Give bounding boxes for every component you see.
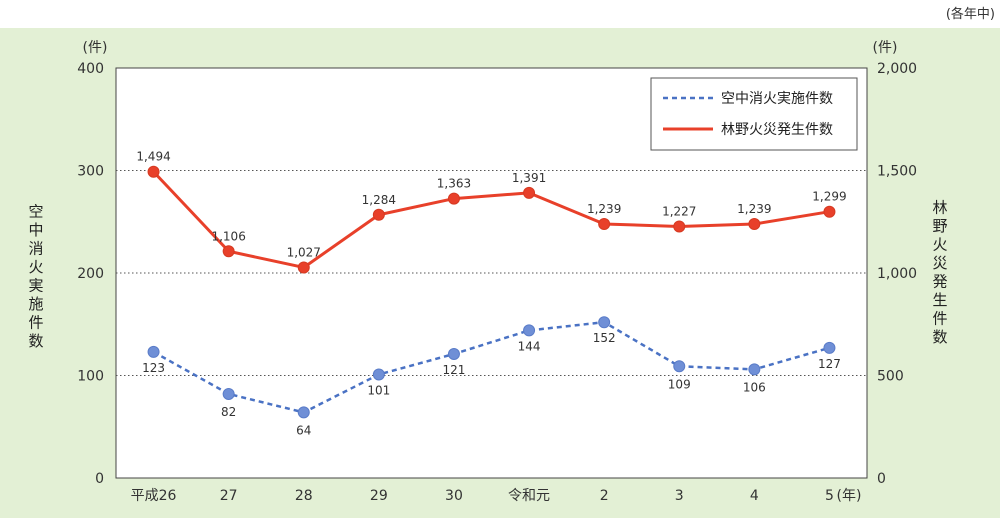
right-tick-label: 500 (877, 369, 904, 385)
x-axis: (年) 平成26 27 28 29 30 令和元 2 3 4 5 (131, 488, 862, 504)
data-label-forest: 1,239 (587, 202, 621, 216)
right-tick-label: 1,000 (877, 266, 917, 282)
axis-title-char: 数 (932, 328, 947, 346)
point-aerial (823, 341, 836, 354)
point-forest (598, 218, 611, 231)
data-label-aerial: 82 (221, 405, 236, 419)
x-axis-unit: (年) (837, 488, 862, 504)
right-tick-label: 0 (877, 471, 886, 487)
axis-title-char: 火 (28, 258, 43, 276)
point-forest (523, 186, 536, 199)
left-y-axis: (件) 0 100 200 300 400 (77, 40, 107, 487)
point-aerial (372, 368, 385, 381)
x-tick-label: 令和元 (508, 488, 550, 504)
data-label-aerial: 101 (367, 383, 390, 397)
axis-title-char: 件 (932, 309, 947, 327)
point-aerial (222, 387, 235, 400)
x-tick-label: 3 (675, 488, 684, 504)
series-line-forest (152, 170, 830, 269)
legend: 空中消火実施件数 林野火災発生件数 (650, 77, 858, 151)
point-aerial (748, 363, 761, 376)
right-axis-title: 林野火災発生件数 (932, 198, 947, 346)
data-label-aerial: 123 (142, 361, 165, 375)
series-layer: 123 82 64 101 121 144 152 109 106 127 1,494 1,106 1,… (136, 150, 846, 438)
axis-title-char: 火 (932, 235, 947, 253)
left-tick-label: 400 (77, 61, 104, 77)
point-forest (748, 218, 761, 231)
axis-title-char: 実 (28, 276, 43, 294)
axis-title-char: 災 (932, 254, 947, 272)
axis-title-char: 林 (932, 198, 947, 216)
data-label-aerial: 64 (296, 423, 311, 437)
data-label-forest: 1,239 (737, 202, 771, 216)
axis-title-char: 発 (932, 272, 947, 290)
left-tick-label: 0 (95, 471, 104, 487)
data-label-aerial: 127 (818, 357, 841, 371)
x-tick-label: 4 (750, 488, 759, 504)
data-label-forest: 1,027 (287, 245, 321, 259)
point-aerial (147, 345, 160, 358)
x-tick-label: 平成26 (131, 488, 177, 504)
gridlines (116, 170, 867, 376)
legend-label-aerial: 空中消火実施件数 (721, 91, 833, 107)
point-forest (297, 261, 310, 274)
point-aerial (447, 347, 460, 360)
right-tick-label: 1,500 (877, 164, 917, 180)
axis-title-char: 施 (28, 295, 43, 313)
x-tick-label: 29 (370, 488, 388, 504)
data-label-aerial: 109 (668, 377, 691, 391)
point-forest (147, 165, 160, 178)
left-tick-label: 300 (77, 164, 104, 180)
data-label-forest: 1,299 (812, 190, 846, 204)
point-forest (222, 245, 235, 258)
data-label-aerial: 144 (518, 339, 541, 353)
right-axis-unit: (件) (873, 40, 898, 56)
axis-title-char: 件 (28, 313, 43, 331)
data-label-forest: 1,494 (136, 150, 170, 164)
data-label-forest: 1,391 (512, 171, 546, 185)
point-aerial (598, 316, 611, 329)
right-y-axis: (件) 0 500 1,000 1,500 2,000 (873, 40, 918, 487)
left-axis-unit: (件) (83, 40, 108, 56)
x-tick-label: 2 (600, 488, 609, 504)
data-label-aerial: 106 (743, 380, 766, 394)
data-label-forest: 1,106 (211, 229, 245, 243)
x-tick-label: 5 (825, 488, 834, 504)
axis-title-char: 生 (932, 291, 947, 309)
data-label-forest: 1,363 (437, 177, 471, 191)
point-aerial (673, 360, 686, 373)
right-tick-label: 2,000 (877, 61, 917, 77)
point-forest (447, 192, 460, 205)
point-forest (823, 205, 836, 218)
axis-title-char: 数 (28, 332, 43, 350)
left-axis-title: 空中消火実施件数 (28, 202, 43, 350)
data-label-forest: 1,284 (362, 193, 396, 207)
point-aerial (523, 324, 536, 337)
left-tick-label: 200 (77, 266, 104, 282)
legend-box (650, 77, 858, 151)
left-tick-label: 100 (77, 369, 104, 385)
data-label-aerial: 121 (442, 363, 465, 377)
x-tick-label: 30 (445, 488, 463, 504)
point-aerial (297, 406, 310, 419)
point-forest (372, 208, 385, 221)
axis-title-char: 野 (932, 217, 947, 235)
axis-title-char: 中 (28, 221, 43, 239)
x-tick-label: 27 (220, 488, 238, 504)
data-label-forest: 1,227 (662, 204, 696, 218)
point-forest (673, 220, 686, 233)
data-label-aerial: 152 (593, 331, 616, 345)
axis-title-char: 空 (28, 202, 43, 220)
legend-label-forest: 林野火災発生件数 (721, 122, 833, 138)
axis-title-char: 消 (28, 239, 43, 257)
x-tick-label: 28 (295, 488, 313, 504)
series-line-aerial (152, 320, 830, 414)
period-note: (各年中) (946, 6, 995, 22)
